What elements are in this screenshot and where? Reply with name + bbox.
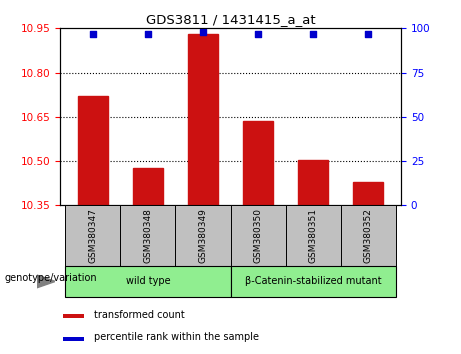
- Point: [364, 31, 372, 36]
- Bar: [188, 34, 218, 205]
- Bar: [176, 205, 230, 266]
- Text: GSM380349: GSM380349: [199, 208, 207, 263]
- Bar: [63, 337, 84, 341]
- Text: GSM380351: GSM380351: [308, 208, 318, 263]
- Bar: [120, 205, 176, 266]
- Bar: [243, 121, 273, 205]
- Bar: [285, 205, 341, 266]
- Text: percentile rank within the sample: percentile rank within the sample: [94, 332, 259, 342]
- Text: β-Catenin-stabilized mutant: β-Catenin-stabilized mutant: [245, 276, 381, 286]
- Text: wild type: wild type: [126, 276, 170, 286]
- Bar: [341, 205, 396, 266]
- Bar: [230, 205, 285, 266]
- Title: GDS3811 / 1431415_a_at: GDS3811 / 1431415_a_at: [146, 13, 315, 26]
- Text: GSM380350: GSM380350: [254, 208, 262, 263]
- Text: transformed count: transformed count: [94, 310, 185, 320]
- Bar: [78, 96, 108, 205]
- Point: [89, 31, 97, 36]
- Bar: [65, 205, 120, 266]
- Text: genotype/variation: genotype/variation: [5, 273, 97, 283]
- Bar: [230, 266, 396, 297]
- Text: GSM380352: GSM380352: [364, 208, 372, 263]
- Bar: [133, 169, 163, 205]
- Bar: [353, 182, 383, 205]
- Text: GSM380348: GSM380348: [143, 208, 153, 263]
- Point: [309, 31, 317, 36]
- Bar: [63, 314, 84, 318]
- Text: GSM380347: GSM380347: [89, 208, 97, 263]
- Bar: [65, 266, 230, 297]
- Point: [254, 31, 262, 36]
- Bar: [298, 160, 328, 205]
- Point: [144, 31, 152, 36]
- Point: [199, 29, 207, 35]
- Polygon shape: [37, 275, 55, 288]
